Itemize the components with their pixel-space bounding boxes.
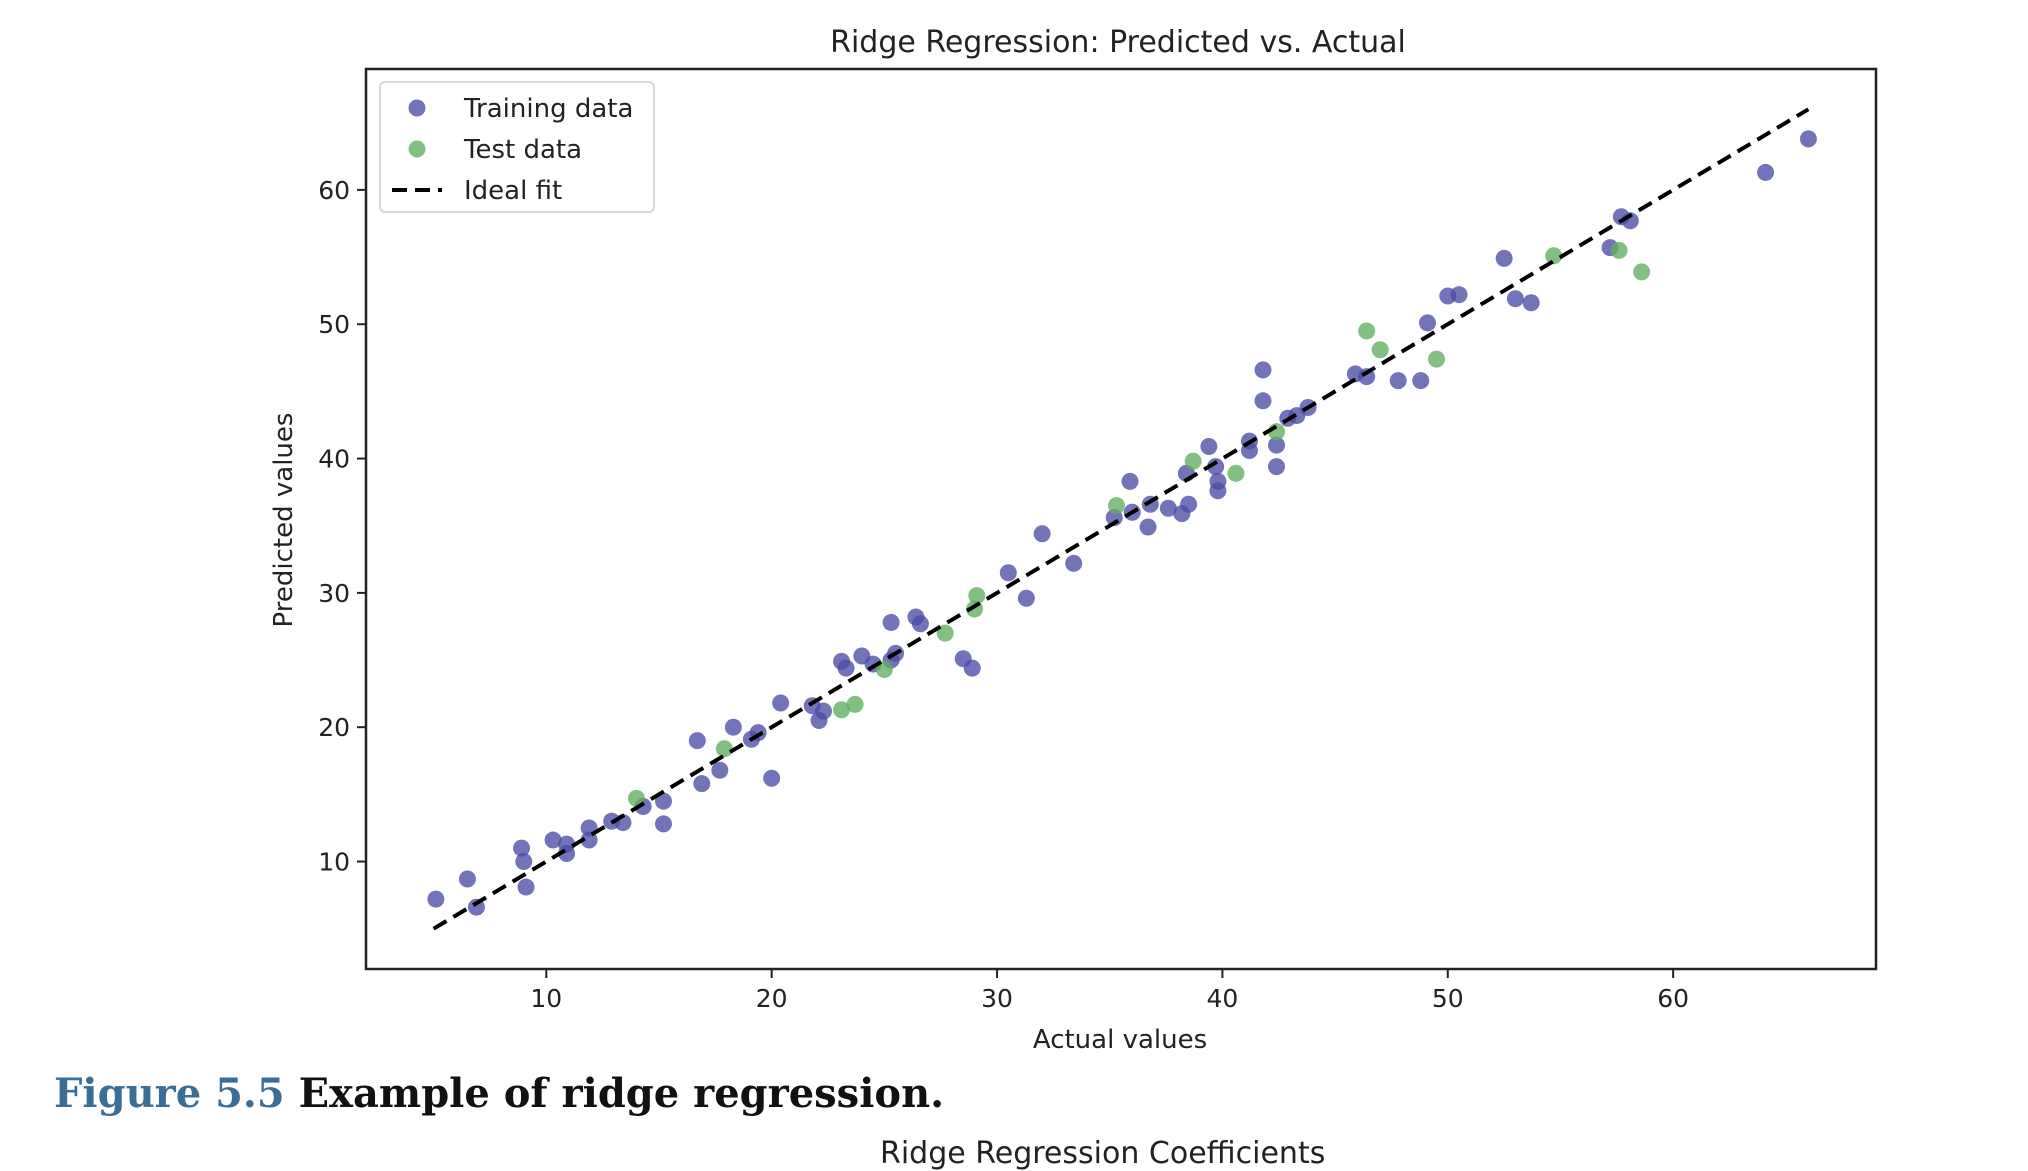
- training-data-point: [772, 694, 790, 712]
- training-data-point: [517, 878, 535, 896]
- x-tick-label: 60: [1657, 984, 1689, 1013]
- training-data-point: [1200, 437, 1218, 455]
- test-data-point: [1184, 452, 1202, 470]
- figure-caption-text: Example of ridge regression.: [298, 1070, 945, 1117]
- test-data-point: [1358, 322, 1376, 340]
- test-data-point: [715, 740, 733, 758]
- training-data-point: [544, 831, 562, 849]
- training-data-point: [1033, 525, 1051, 543]
- x-tick-label: 40: [1207, 984, 1239, 1013]
- training-data-point: [882, 613, 900, 631]
- y-tick-label: 20: [318, 713, 350, 742]
- x-tick-label: 10: [530, 984, 562, 1013]
- legend-marker: [408, 99, 426, 117]
- y-tick-label: 30: [318, 579, 350, 608]
- training-data-point: [458, 870, 476, 888]
- legend-label: Training data: [463, 94, 633, 124]
- training-data-point: [963, 659, 981, 677]
- test-data-point: [1545, 247, 1563, 265]
- training-data-point: [837, 659, 855, 677]
- y-tick-label: 10: [318, 848, 350, 877]
- chart-title: Ridge Regression: Predicted vs. Actual: [830, 25, 1406, 60]
- training-data-point: [688, 732, 706, 750]
- training-data-point: [1180, 495, 1198, 513]
- test-data-point: [846, 695, 864, 713]
- y-axis-ticks: 10 20 30 40 50 60: [318, 176, 366, 877]
- training-data-point: [558, 844, 576, 862]
- training-data-point: [1159, 499, 1177, 517]
- next-figure-title-partial: Ridge Regression Coefficients: [880, 1136, 1326, 1171]
- legend-box: [379, 81, 655, 213]
- training-data-point: [1522, 294, 1540, 312]
- legend-label: Ideal fit: [464, 176, 562, 206]
- training-data-point: [654, 815, 672, 833]
- legend-label: Test data: [463, 135, 582, 165]
- training-data-point: [1506, 290, 1524, 308]
- training-data-point: [1412, 372, 1430, 390]
- training-data-point: [654, 792, 672, 810]
- test-data-point: [1371, 341, 1389, 359]
- training-data-point: [911, 615, 929, 633]
- x-tick-label: 50: [1432, 984, 1464, 1013]
- test-data-point: [875, 660, 893, 678]
- x-axis-ticks: 10 20 30 40 50 60: [530, 969, 1689, 1013]
- figure-number: Figure 5.5: [54, 1070, 285, 1117]
- training-data-point: [1495, 249, 1513, 267]
- training-data-point: [1121, 472, 1139, 490]
- training-data-point: [1254, 392, 1272, 410]
- y-axis-label: Predicted values: [269, 413, 299, 628]
- test-data-point: [936, 624, 954, 642]
- x-tick-label: 20: [756, 984, 788, 1013]
- training-data-point: [763, 769, 781, 787]
- training-data-point: [1065, 554, 1083, 572]
- training-data-point: [1209, 472, 1227, 490]
- training-data-point: [1450, 286, 1468, 304]
- y-tick-label: 60: [318, 176, 350, 205]
- x-axis-label: Actual values: [1033, 1025, 1207, 1055]
- training-data-point: [1268, 458, 1286, 476]
- training-data-point: [1389, 372, 1407, 390]
- test-data-point: [1107, 497, 1125, 515]
- training-data-point: [1268, 436, 1286, 454]
- y-tick-label: 50: [318, 310, 350, 339]
- y-tick-label: 40: [318, 445, 350, 474]
- training-data-point: [693, 775, 711, 793]
- training-data-point: [815, 702, 833, 720]
- training-data-point: [1757, 163, 1775, 181]
- legend: Training data Test data Ideal fit: [379, 81, 655, 213]
- test-data-point: [627, 789, 645, 807]
- training-data-point: [427, 890, 445, 908]
- ideal-fit-line: [432, 107, 1810, 931]
- training-data-point: [1419, 314, 1437, 332]
- training-data-point: [724, 718, 742, 736]
- training-data-point: [513, 839, 531, 857]
- test-data-point: [1610, 241, 1628, 259]
- training-data-point: [1139, 518, 1157, 536]
- test-data-point: [968, 587, 986, 605]
- test-data-point: [833, 701, 851, 719]
- test-data-point: [1227, 464, 1245, 482]
- training-data-point: [1254, 361, 1272, 379]
- legend-marker: [408, 140, 426, 158]
- training-data-point: [1799, 130, 1817, 148]
- training-data-point: [999, 564, 1017, 582]
- training-data-point: [711, 761, 729, 779]
- training-data-point: [1017, 589, 1035, 607]
- test-data-point: [1633, 263, 1651, 281]
- test-data-point: [1428, 350, 1446, 368]
- training-data-point: [515, 853, 533, 871]
- figure-caption: Figure 5.5 Example of ridge regression.: [54, 1070, 944, 1117]
- training-data-point: [1207, 458, 1225, 476]
- series-layer: [427, 107, 1817, 931]
- x-tick-label: 30: [981, 984, 1013, 1013]
